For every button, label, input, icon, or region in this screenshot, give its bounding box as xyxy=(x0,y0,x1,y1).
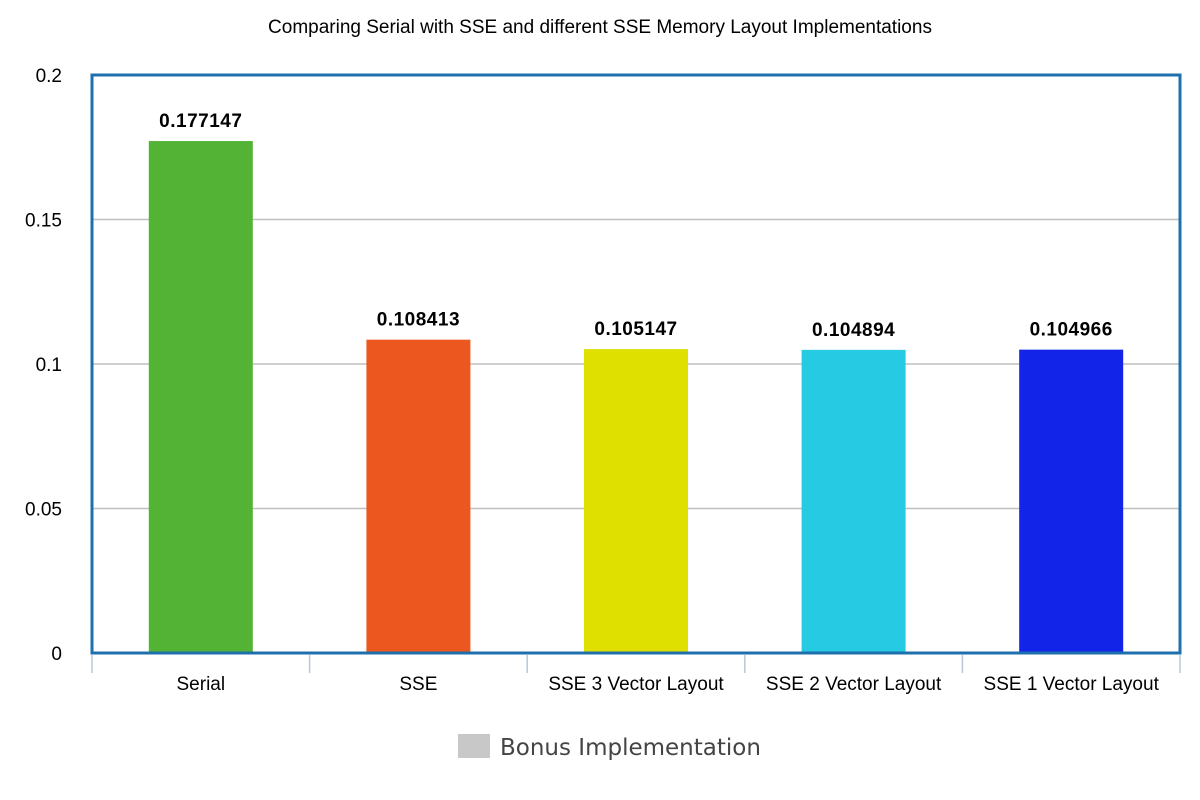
data-labels: 0.177147 0.108413 0.105147 0.104894 0.104966 xyxy=(159,111,1113,341)
y-tick-label: 0.1 xyxy=(36,355,62,376)
data-label-serial: 0.177147 xyxy=(159,111,242,132)
plot-frame-group xyxy=(90,73,1182,655)
x-axis-ticks: Serial SSE SSE 3 Vector Layout SSE 2 Vector… xyxy=(91,655,1181,695)
data-label-sse-2-vector-layout: 0.104894 xyxy=(812,320,895,341)
y-axis-ticks: 0 0.05 0.1 0.15 0.2 xyxy=(25,66,62,665)
bar-serial[interactable] xyxy=(148,141,253,653)
bar-sse[interactable] xyxy=(366,339,471,653)
y-tick-label: 0.05 xyxy=(25,500,62,521)
x-tick-label-serial: Serial xyxy=(177,674,226,695)
bars xyxy=(148,141,1124,653)
bar-sse-2-vector-layout[interactable] xyxy=(801,349,906,653)
x-tick-label-sse-3-vector-layout: SSE 3 Vector Layout xyxy=(548,674,724,695)
y-tick-label: 0.15 xyxy=(25,211,62,232)
legend: Bonus Implementation xyxy=(458,734,761,761)
x-tick-label-sse: SSE xyxy=(399,674,437,695)
x-tick-label-sse-2-vector-layout: SSE 2 Vector Layout xyxy=(766,674,942,695)
data-label-sse-1-vector-layout: 0.104966 xyxy=(1030,320,1113,341)
data-label-sse: 0.108413 xyxy=(377,310,460,331)
legend-swatch[interactable] xyxy=(458,734,490,758)
plot-frame xyxy=(90,73,1182,655)
legend-label[interactable]: Bonus Implementation xyxy=(500,735,761,761)
bar-sse-1-vector-layout[interactable] xyxy=(1019,349,1124,653)
y-tick-label: 0.2 xyxy=(36,66,62,87)
chart-title: Comparing Serial with SSE and different … xyxy=(268,17,932,38)
bar-sse-3-vector-layout[interactable] xyxy=(584,349,688,653)
y-tick-label: 0 xyxy=(51,644,62,665)
data-label-sse-3-vector-layout: 0.105147 xyxy=(594,319,677,340)
x-tick-label-sse-1-vector-layout: SSE 1 Vector Layout xyxy=(984,674,1160,695)
